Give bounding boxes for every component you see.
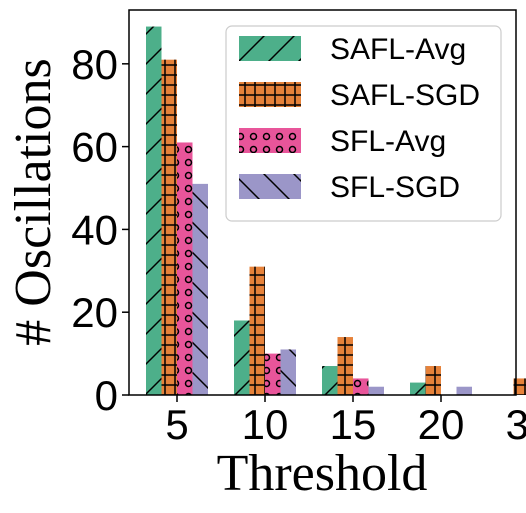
bar-hatch-sfl-sgd-10 bbox=[280, 349, 296, 395]
legend-label-sfl-sgd: SFL-SGD bbox=[330, 171, 460, 204]
bar-hatch-safl-avg-20 bbox=[410, 382, 426, 395]
bar-hatch-safl-sgd-10 bbox=[249, 266, 265, 395]
x-axis-title: Threshold bbox=[217, 445, 428, 502]
legend-swatch-hatch-sfl-sgd bbox=[239, 174, 301, 199]
legend: SAFL-Avg SAFL-SGD SFL-Avg SFL-SGD bbox=[225, 25, 502, 222]
bar-hatch-sfl-sgd-20 bbox=[456, 386, 472, 395]
legend-swatch-hatch-safl-avg bbox=[239, 36, 301, 61]
y-tick-label: 60 bbox=[71, 124, 118, 171]
legend-label-sfl-avg: SFL-Avg bbox=[330, 125, 446, 158]
plot-frame bbox=[128, 9, 517, 396]
y-tick-label: 40 bbox=[71, 206, 118, 253]
bar-hatch-safl-sgd-20 bbox=[425, 366, 441, 395]
y-tick-label: 0 bbox=[95, 372, 118, 419]
x-tick-label: 5 bbox=[165, 401, 188, 448]
x-tick-label: 30 bbox=[506, 401, 526, 448]
legend-label-safl-sgd: SAFL-SGD bbox=[330, 79, 480, 112]
legend-swatch-hatch-safl-sgd bbox=[239, 82, 301, 107]
bar-hatch-sfl-sgd-15 bbox=[368, 386, 384, 395]
bar-hatch-sfl-avg-15 bbox=[353, 378, 369, 395]
x-tick-label: 20 bbox=[418, 401, 465, 448]
bar-hatch-sfl-sgd-5 bbox=[192, 183, 208, 395]
y-axis-title: # Oscillations bbox=[5, 58, 62, 345]
bar-hatch-safl-sgd-5 bbox=[161, 59, 177, 395]
x-axis-ticks: 5 10 15 20 30 bbox=[165, 395, 526, 448]
legend-label-safl-avg: SAFL-Avg bbox=[330, 33, 466, 66]
bars-group bbox=[146, 26, 526, 395]
bar-hatch-sfl-avg-5 bbox=[177, 142, 193, 395]
bar-hatch-safl-avg-15 bbox=[322, 366, 338, 395]
bar-hatch-safl-avg-5 bbox=[146, 26, 162, 395]
y-tick-label: 80 bbox=[71, 41, 118, 88]
legend-box bbox=[225, 25, 502, 222]
y-axis-ticks: 0 20 40 60 80 bbox=[71, 41, 129, 419]
bar-hatch-safl-sgd-15 bbox=[337, 337, 353, 395]
bar-hatch-sfl-avg-10 bbox=[265, 353, 281, 395]
x-tick-label: 10 bbox=[242, 401, 289, 448]
legend-swatch-hatch-sfl-avg bbox=[239, 128, 301, 153]
bar-hatch-safl-avg-10 bbox=[234, 320, 250, 395]
y-tick-label: 20 bbox=[71, 289, 118, 336]
x-tick-label: 15 bbox=[330, 401, 377, 448]
